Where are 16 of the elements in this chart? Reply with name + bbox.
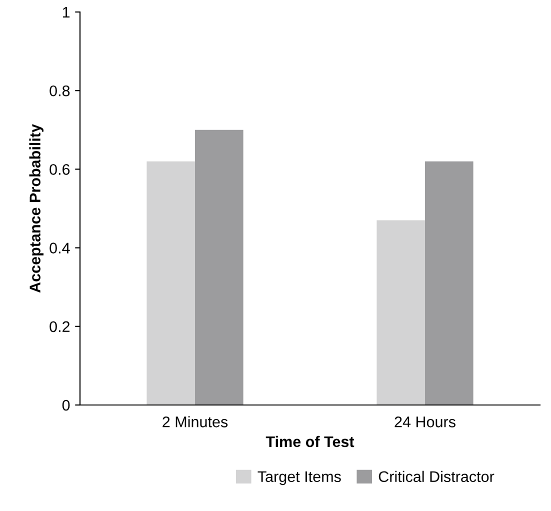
y-tick-label: 0.2 bbox=[50, 321, 70, 332]
legend-label: Critical Distractor bbox=[378, 470, 494, 482]
y-tick-label: 0 bbox=[62, 400, 70, 411]
legend-label: Target Items bbox=[258, 471, 341, 486]
y-tick-label: 0.6 bbox=[50, 164, 70, 175]
x-axis-title: Time of Test bbox=[266, 436, 354, 448]
x-tick-label: 24 Hours bbox=[394, 416, 456, 428]
y-tick-label: 0.4 bbox=[50, 242, 70, 254]
y-axis-title: Acceptance Probability bbox=[29, 124, 44, 293]
bar bbox=[425, 161, 474, 405]
bar bbox=[146, 161, 195, 405]
x-tick-label: 2 Minutes bbox=[162, 416, 228, 428]
bar bbox=[376, 220, 425, 405]
y-tick-label: 1 bbox=[62, 7, 70, 18]
y-tick-label: 0.8 bbox=[50, 85, 70, 96]
bar bbox=[195, 130, 244, 405]
